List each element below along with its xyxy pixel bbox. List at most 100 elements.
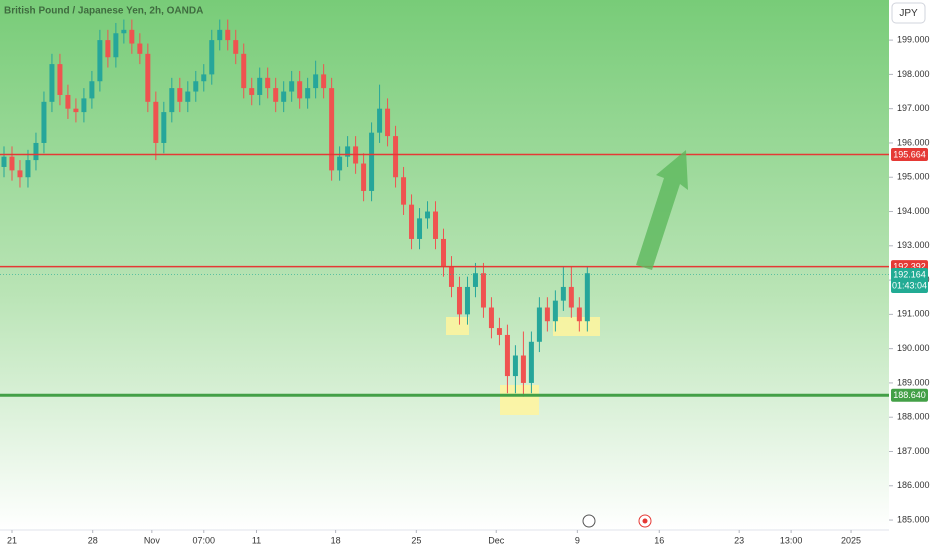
candle-body xyxy=(313,74,319,89)
candle-body xyxy=(209,40,215,75)
arrow xyxy=(636,150,688,270)
candle-body xyxy=(153,101,159,143)
candle-body xyxy=(433,211,439,239)
candle-body xyxy=(57,64,63,95)
level-label: 195.664 xyxy=(893,149,926,159)
level-label: 192.392 xyxy=(893,262,926,272)
candle-body xyxy=(305,88,311,99)
chart-title: British Pound / Japanese Yen, 2h, OANDA xyxy=(4,6,203,17)
candle-body xyxy=(201,74,207,82)
currency-button[interactable] xyxy=(891,2,926,24)
candle-body xyxy=(249,88,255,95)
candle-body xyxy=(345,146,351,157)
candle-body xyxy=(25,160,31,178)
candle-body xyxy=(113,33,119,58)
candle-body xyxy=(329,88,335,171)
candle-body xyxy=(393,136,399,178)
candle-body xyxy=(145,53,151,102)
candle-body xyxy=(81,98,87,113)
x-tick-label: 18 xyxy=(331,535,341,545)
x-tick-label: Dec xyxy=(488,535,505,545)
candle-body xyxy=(297,81,303,99)
zone xyxy=(500,385,539,415)
y-tick-label: 190.000 xyxy=(897,343,930,353)
highlight-zones xyxy=(446,317,600,415)
candle-body xyxy=(1,156,7,167)
candle-body xyxy=(480,273,486,308)
candle-body xyxy=(129,29,135,44)
candle-body xyxy=(576,307,582,322)
x-tick-label: 16 xyxy=(654,535,664,545)
y-tick-label: 186.000 xyxy=(897,480,930,490)
zone xyxy=(553,317,600,336)
candle-body xyxy=(121,29,127,34)
candle-body xyxy=(488,307,494,329)
x-tick-label: 07:00 xyxy=(193,535,216,545)
candle-body xyxy=(520,355,526,383)
y-tick-label: 188.000 xyxy=(897,412,930,422)
candle-body xyxy=(385,108,391,137)
candle-body xyxy=(33,142,39,161)
candle-body xyxy=(456,286,462,315)
candle-body xyxy=(9,156,15,171)
x-tick-label: 9 xyxy=(575,535,580,545)
x-tick-label: 13:00 xyxy=(780,535,803,545)
candle-body xyxy=(560,286,566,301)
candle-body xyxy=(472,273,478,287)
candle-body xyxy=(65,94,71,109)
event-icon-dot xyxy=(642,518,648,524)
candle-body xyxy=(17,170,23,178)
x-tick-label: 21 xyxy=(7,535,17,545)
candle-body xyxy=(49,64,55,102)
candle-body xyxy=(409,204,415,239)
candle-body xyxy=(496,328,502,335)
candle-body xyxy=(41,101,47,143)
y-tick-label: 193.000 xyxy=(897,240,930,250)
candle-body xyxy=(361,163,367,191)
candle-body xyxy=(273,88,279,102)
candle-body xyxy=(536,307,542,342)
zone xyxy=(446,317,469,335)
candle-body xyxy=(105,40,111,58)
candle-body xyxy=(369,132,375,191)
candle-body xyxy=(89,81,95,99)
y-tick-label: 191.000 xyxy=(897,309,930,319)
level-label: 188.640 xyxy=(893,390,926,400)
y-tick-label: 198.000 xyxy=(897,69,930,79)
candle-body xyxy=(321,74,327,89)
candle-body xyxy=(417,218,423,239)
x-tick-label: Nov xyxy=(144,535,161,545)
candle-body xyxy=(441,238,447,267)
currency-label: JPY xyxy=(899,8,918,19)
candle-body xyxy=(544,307,550,322)
x-tick-label: 25 xyxy=(411,535,421,545)
y-tick-label: 185.000 xyxy=(897,514,930,524)
candle-body xyxy=(425,211,431,219)
candle-body xyxy=(281,91,287,102)
candle-body xyxy=(552,300,558,322)
candle-body xyxy=(377,108,383,133)
candle-body xyxy=(568,286,574,308)
y-tick-label: 197.000 xyxy=(897,103,930,113)
x-tick-label: 28 xyxy=(88,535,98,545)
candle-body xyxy=(185,91,191,102)
x-tick-label: 23 xyxy=(734,535,744,545)
candle-body xyxy=(97,40,103,82)
candle-body xyxy=(225,29,231,41)
event-icon[interactable] xyxy=(582,514,596,528)
y-tick-label: 194.000 xyxy=(897,206,930,216)
last-price-box xyxy=(891,267,928,293)
y-tick-label: 195.000 xyxy=(897,172,930,182)
x-tick-label: 11 xyxy=(252,535,261,545)
candle-body xyxy=(512,355,518,377)
y-tick-label: 187.000 xyxy=(897,446,930,456)
candles xyxy=(1,19,590,397)
candle-body xyxy=(217,29,223,41)
level-label-box xyxy=(891,388,928,402)
x-tick-label: 2025 xyxy=(841,535,861,545)
candle-body xyxy=(257,77,263,95)
level-label-box xyxy=(891,147,928,161)
candle-body xyxy=(337,156,343,171)
candle-body xyxy=(504,334,510,377)
